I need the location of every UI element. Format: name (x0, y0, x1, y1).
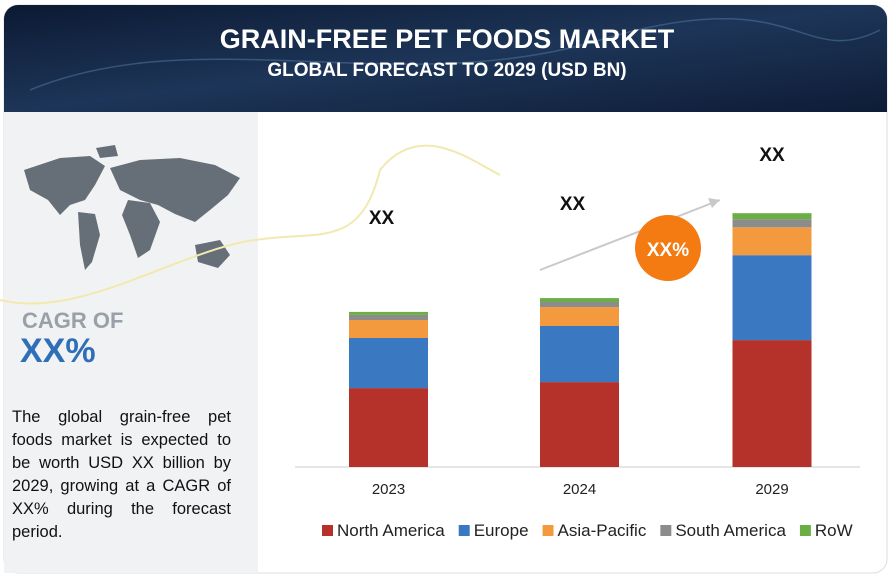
header-band (4, 5, 887, 112)
bar-segment (349, 320, 428, 338)
bar-segment (540, 307, 619, 326)
bar-segment (349, 311, 428, 315)
bar-segment (732, 219, 812, 228)
cagr-value: XX% (20, 332, 96, 370)
description: The global grain-free pet foods market i… (12, 408, 231, 541)
bar-segment (732, 213, 812, 220)
x-tick-label: 2029 (755, 481, 788, 498)
header-title: GRAIN-FREE PET FOODS MARKET (220, 24, 675, 54)
total-label: XX (369, 208, 395, 229)
growth-bubble (635, 215, 701, 281)
legend-label: Europe (474, 521, 529, 540)
bar-segment (732, 255, 812, 341)
legend-swatch (660, 525, 672, 536)
bar-segment (349, 388, 428, 467)
deco-curve (0, 144, 501, 305)
growth-arrowhead (708, 198, 720, 208)
world-map (24, 145, 240, 270)
legend-label: North America (337, 521, 445, 540)
bar-segment (732, 340, 812, 467)
bar-segment (540, 302, 619, 308)
bar-segment (349, 338, 428, 389)
legend-swatch (799, 525, 811, 536)
bar-segment (349, 314, 428, 320)
legend-swatch (542, 525, 554, 536)
legend-label: South America (675, 521, 786, 540)
total-label: XX (759, 145, 785, 166)
header-subtitle: GLOBAL FORECAST TO 2029 (USD BN) (267, 60, 626, 81)
growth-arrow (539, 199, 721, 271)
bar-segment (540, 298, 619, 302)
x-tick-label: 2024 (563, 481, 596, 498)
legend-swatch (322, 525, 333, 536)
bar-segment (540, 382, 619, 467)
header-deco (29, 18, 881, 91)
growth-label: XX% (647, 240, 689, 261)
legend-label: RoW (815, 521, 853, 540)
legend-swatch (458, 525, 470, 536)
bar-segment (732, 227, 812, 256)
x-tick-label: 2023 (372, 481, 405, 498)
cagr-label: CAGR OF (22, 308, 123, 333)
bar-segment (540, 326, 619, 383)
legend-label: Asia-Pacific (558, 521, 647, 540)
total-label: XX (560, 194, 586, 215)
